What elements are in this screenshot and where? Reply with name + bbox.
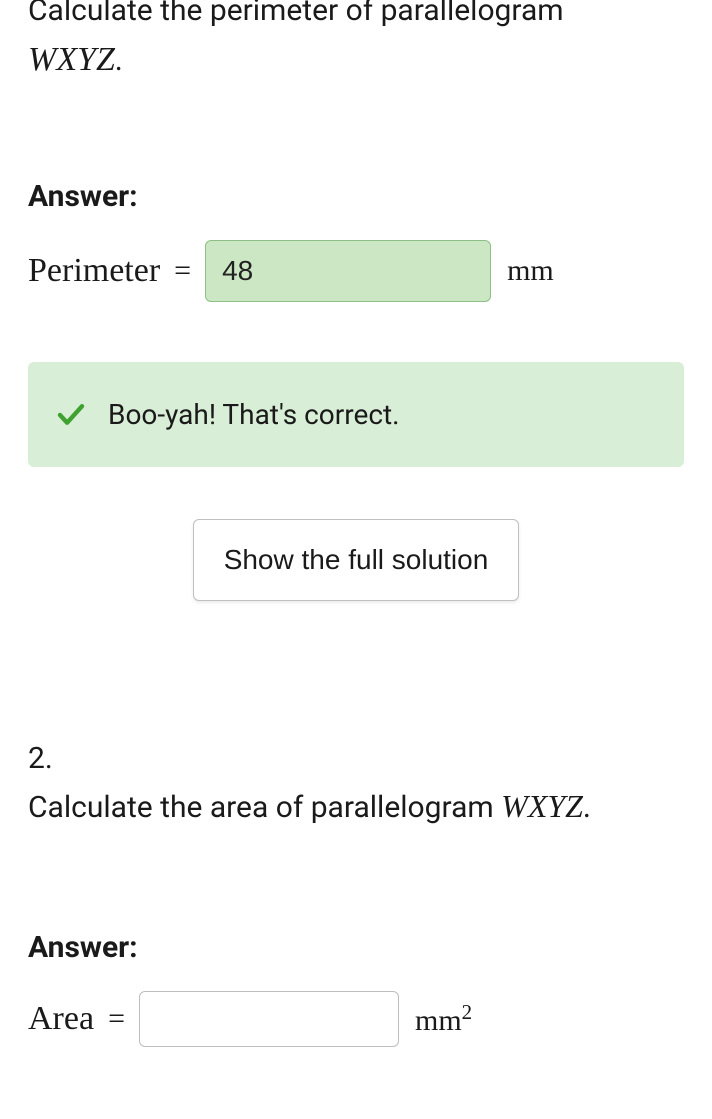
check-icon [56, 404, 86, 426]
answer2-equals: = [108, 1002, 125, 1036]
show-solution-button[interactable]: Show the full solution [193, 519, 520, 601]
feedback-text: Boo-yah! That's correct. [108, 398, 400, 431]
question1-text: Calculate the perimeter of parallelogram [28, 0, 684, 33]
question1-shape-name: WXYZ [28, 41, 115, 78]
area-input[interactable] [139, 991, 399, 1047]
answer1-heading: Answer: [28, 179, 684, 214]
answer1-prefix: Perimeter [28, 252, 160, 290]
question2-text: Calculate the area of parallelogram WXYZ… [28, 782, 684, 830]
answer1-row: Perimeter = mm [28, 240, 684, 302]
answer1-unit: mm [507, 254, 554, 288]
question1-shape-line: WXYZ. [28, 41, 684, 79]
answer2-prefix: Area [28, 1000, 94, 1038]
question2-number: 2. [28, 741, 684, 776]
answer2-unit-sup: 2 [462, 1000, 473, 1024]
question1-text-main: Calculate the perimeter of parallelogram [28, 0, 564, 28]
answer2-unit: mm2 [415, 1000, 472, 1038]
question2-shape-name: WXYZ [501, 788, 583, 824]
question2-period: . [583, 791, 591, 824]
answer2-heading: Answer: [28, 930, 684, 965]
answer1-equals: = [174, 254, 191, 288]
perimeter-input[interactable] [205, 240, 491, 302]
feedback-banner: Boo-yah! That's correct. [28, 362, 684, 467]
question2-text-prefix: Calculate the area of parallelogram [28, 790, 501, 825]
question1-period: . [115, 44, 123, 77]
answer2-row: Area = mm2 [28, 991, 684, 1047]
answer2-unit-base: mm [415, 1004, 462, 1037]
